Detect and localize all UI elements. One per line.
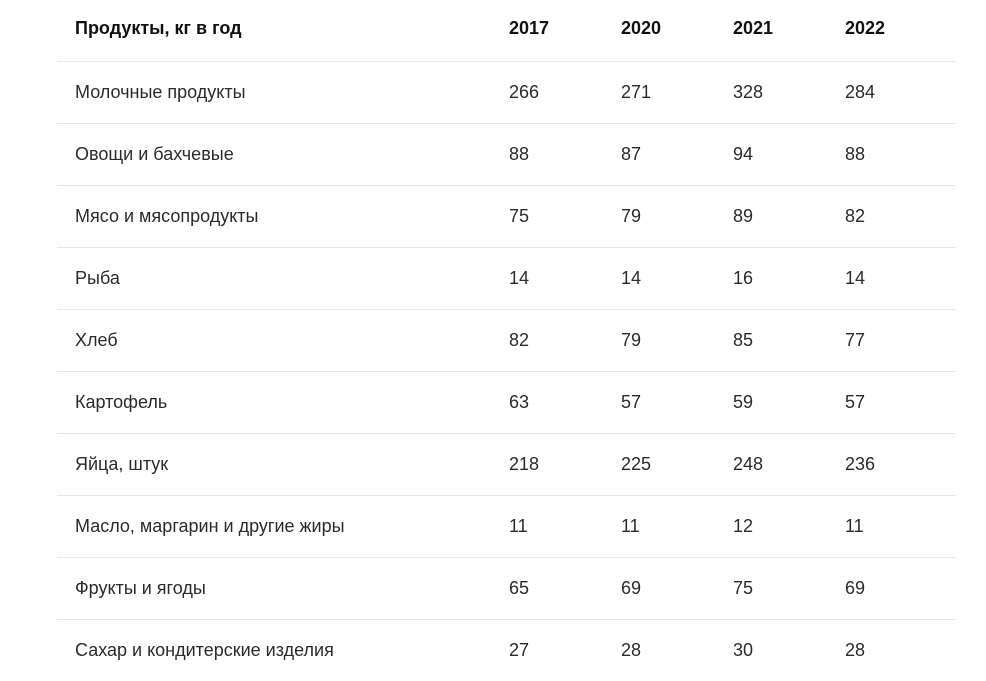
header-year-2021: 2021 (733, 0, 845, 62)
value-2021: 30 (733, 640, 754, 661)
value-2017: 88 (509, 123, 621, 186)
value-2017: 27 (509, 640, 530, 661)
value-2017: 63 (509, 371, 621, 434)
table-row: Картофель 63 57 59 57 (57, 371, 956, 434)
table-body: Молочные продукты 266 271 328 284 Овощи … (57, 61, 956, 681)
value-2021: 16 (733, 247, 845, 310)
product-name: Молочные продукты (57, 61, 509, 124)
table-row: Овощи и бахчевые 88 87 94 88 (57, 123, 956, 186)
header-year-2017: 2017 (509, 0, 621, 62)
value-2017: 82 (509, 309, 621, 372)
value-2022: 11 (845, 495, 956, 558)
product-name: Хлеб (57, 309, 509, 372)
value-2017: 14 (509, 247, 621, 310)
table-row: Мясо и мясопродукты 75 79 89 82 (57, 185, 956, 248)
value-2022: 82 (845, 185, 956, 248)
value-2022: 14 (845, 247, 956, 310)
value-2017: 11 (509, 495, 621, 558)
product-name: Овощи и бахчевые (57, 123, 509, 186)
value-2020: 87 (621, 123, 733, 186)
value-2021: 94 (733, 123, 845, 186)
product-name: Фрукты и ягоды (57, 557, 509, 620)
value-2021: 328 (733, 61, 845, 124)
table-row: Рыба 14 14 16 14 (57, 247, 956, 310)
product-name: Яйца, штук (57, 433, 509, 496)
value-2022: 57 (845, 371, 956, 434)
value-2020: 57 (621, 371, 733, 434)
value-2022: 69 (845, 557, 956, 620)
value-2021: 59 (733, 371, 845, 434)
value-2020: 28 (621, 640, 642, 661)
product-name: Масло, маргарин и другие жиры (57, 495, 509, 558)
value-2021: 85 (733, 309, 845, 372)
consumption-table: Продукты, кг в год 2017 2020 2021 2022 М… (57, 0, 956, 681)
product-name: Сахар и кондитерские изделия (75, 640, 334, 661)
value-2021: 12 (733, 495, 845, 558)
header-row: Продукты, кг в год 2017 2020 2021 2022 (57, 0, 956, 62)
table-row: Масло, маргарин и другие жиры 11 11 12 1… (57, 495, 956, 558)
value-2020: 14 (621, 247, 733, 310)
value-2017: 75 (509, 185, 621, 248)
table-row: Яйца, штук 218 225 248 236 (57, 433, 956, 496)
value-2022: 284 (845, 61, 956, 124)
value-2020: 225 (621, 433, 733, 496)
product-name: Картофель (57, 371, 509, 434)
product-name: Рыба (57, 247, 509, 310)
value-2022: 88 (845, 123, 956, 186)
header-product: Продукты, кг в год (57, 0, 509, 62)
value-2021: 248 (733, 433, 845, 496)
value-2021: 75 (733, 557, 845, 620)
value-2020: 79 (621, 185, 733, 248)
header-year-2020: 2020 (621, 0, 733, 62)
table-row: Сахар и кондитерские изделия 27 28 30 28 (57, 619, 956, 681)
value-2020: 79 (621, 309, 733, 372)
value-2020: 69 (621, 557, 733, 620)
value-2017: 65 (509, 557, 621, 620)
consumption-table-container: Продукты, кг в год 2017 2020 2021 2022 М… (57, 0, 956, 681)
value-2020: 271 (621, 61, 733, 124)
value-2021: 89 (733, 185, 845, 248)
table-row: Фрукты и ягоды 65 69 75 69 (57, 557, 956, 620)
value-2017: 266 (509, 61, 621, 124)
value-2022: 28 (845, 640, 866, 661)
value-2022: 77 (845, 309, 956, 372)
value-2020: 11 (621, 495, 733, 558)
table-row: Хлеб 82 79 85 77 (57, 309, 956, 372)
value-2022: 236 (845, 433, 956, 496)
table-header: Продукты, кг в год 2017 2020 2021 2022 (57, 0, 956, 62)
product-name: Мясо и мясопродукты (57, 185, 509, 248)
value-2017: 218 (509, 433, 621, 496)
header-year-2022: 2022 (845, 0, 956, 62)
table-row: Молочные продукты 266 271 328 284 (57, 61, 956, 124)
